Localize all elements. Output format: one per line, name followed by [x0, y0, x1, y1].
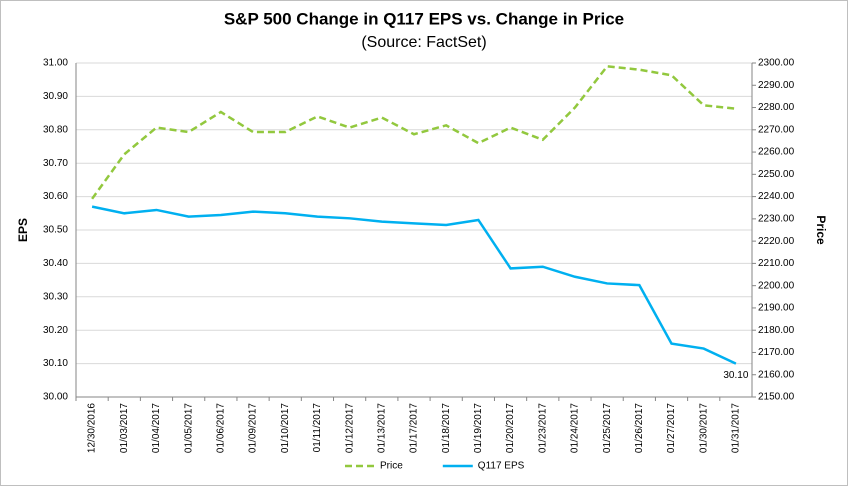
y2-tick-label: 2220.00: [758, 236, 795, 247]
x-tick-label: 01/20/2017: [505, 403, 516, 453]
x-tick-label: 01/25/2017: [602, 403, 613, 453]
y2-tick-label: 2200.00: [758, 280, 795, 291]
y-tick-label: 30.40: [43, 258, 68, 269]
y-tick-label: 31.00: [43, 58, 68, 69]
legend-label: Q117 EPS: [478, 461, 525, 472]
y2-tick-label: 2160.00: [758, 369, 795, 380]
series-line: [91, 205, 737, 365]
y-axis-title: EPS: [16, 218, 30, 242]
y-tick-label: 30.30: [43, 291, 68, 302]
y2-tick-label: 2180.00: [758, 325, 795, 336]
x-tick-label: 01/03/2017: [119, 403, 130, 453]
y2-tick-label: 2300.00: [758, 58, 795, 69]
y-tick-label: 30.50: [43, 225, 68, 236]
y-tick-label: 30.70: [43, 158, 68, 169]
y-tick-label: 30.90: [43, 91, 68, 102]
x-tick-label: 01/05/2017: [183, 403, 194, 453]
y-tick-label: 30.60: [43, 191, 68, 202]
x-tick-label: 01/11/2017: [312, 403, 323, 453]
y-tick-label: 30.80: [43, 124, 68, 135]
x-tick-label: 01/06/2017: [215, 403, 226, 453]
y2-tick-label: 2170.00: [758, 347, 795, 358]
y2-tick-label: 2280.00: [758, 102, 795, 113]
y2-tick-label: 2230.00: [758, 214, 795, 225]
y-tick-label: 30.10: [43, 358, 68, 369]
y2-tick-label: 2250.00: [758, 169, 795, 180]
x-tick-label: 01/09/2017: [248, 403, 259, 453]
chart-title: S&P 500 Change in Q117 EPS vs. Change in…: [224, 9, 624, 28]
y-tick-label: 30.20: [43, 325, 68, 336]
y2-tick-label: 2190.00: [758, 303, 795, 314]
legend-label: Price: [380, 461, 403, 472]
series-line: [91, 65, 737, 200]
x-tick-label: 01/19/2017: [473, 403, 484, 453]
y2-tick-label: 2290.00: [758, 80, 795, 91]
y-tick-label: 30.00: [43, 392, 68, 403]
y2-tick-label: 2260.00: [758, 147, 795, 158]
y2-axis-title: Price: [814, 215, 828, 245]
x-tick-label: 01/13/2017: [376, 403, 387, 453]
chart-subtitle: (Source: FactSet): [361, 34, 486, 51]
x-tick-label: 01/30/2017: [698, 403, 709, 453]
x-tick-label: 01/17/2017: [409, 403, 420, 453]
data-label: 30.10: [723, 370, 748, 381]
x-tick-label: 01/23/2017: [537, 403, 548, 453]
x-tick-label: 01/31/2017: [731, 403, 742, 453]
x-tick-label: 12/30/2016: [87, 403, 98, 453]
y2-tick-label: 2240.00: [758, 191, 795, 202]
x-tick-label: 01/04/2017: [151, 403, 162, 453]
y2-tick-label: 2270.00: [758, 124, 795, 135]
x-tick-label: 01/24/2017: [570, 403, 581, 453]
x-tick-label: 01/26/2017: [634, 403, 645, 453]
y2-tick-label: 2210.00: [758, 258, 795, 269]
y2-tick-label: 2150.00: [758, 392, 795, 403]
x-tick-label: 01/18/2017: [441, 403, 452, 453]
x-tick-label: 01/12/2017: [344, 403, 355, 453]
x-tick-label: 01/27/2017: [666, 403, 677, 453]
x-tick-label: 01/10/2017: [280, 403, 291, 453]
